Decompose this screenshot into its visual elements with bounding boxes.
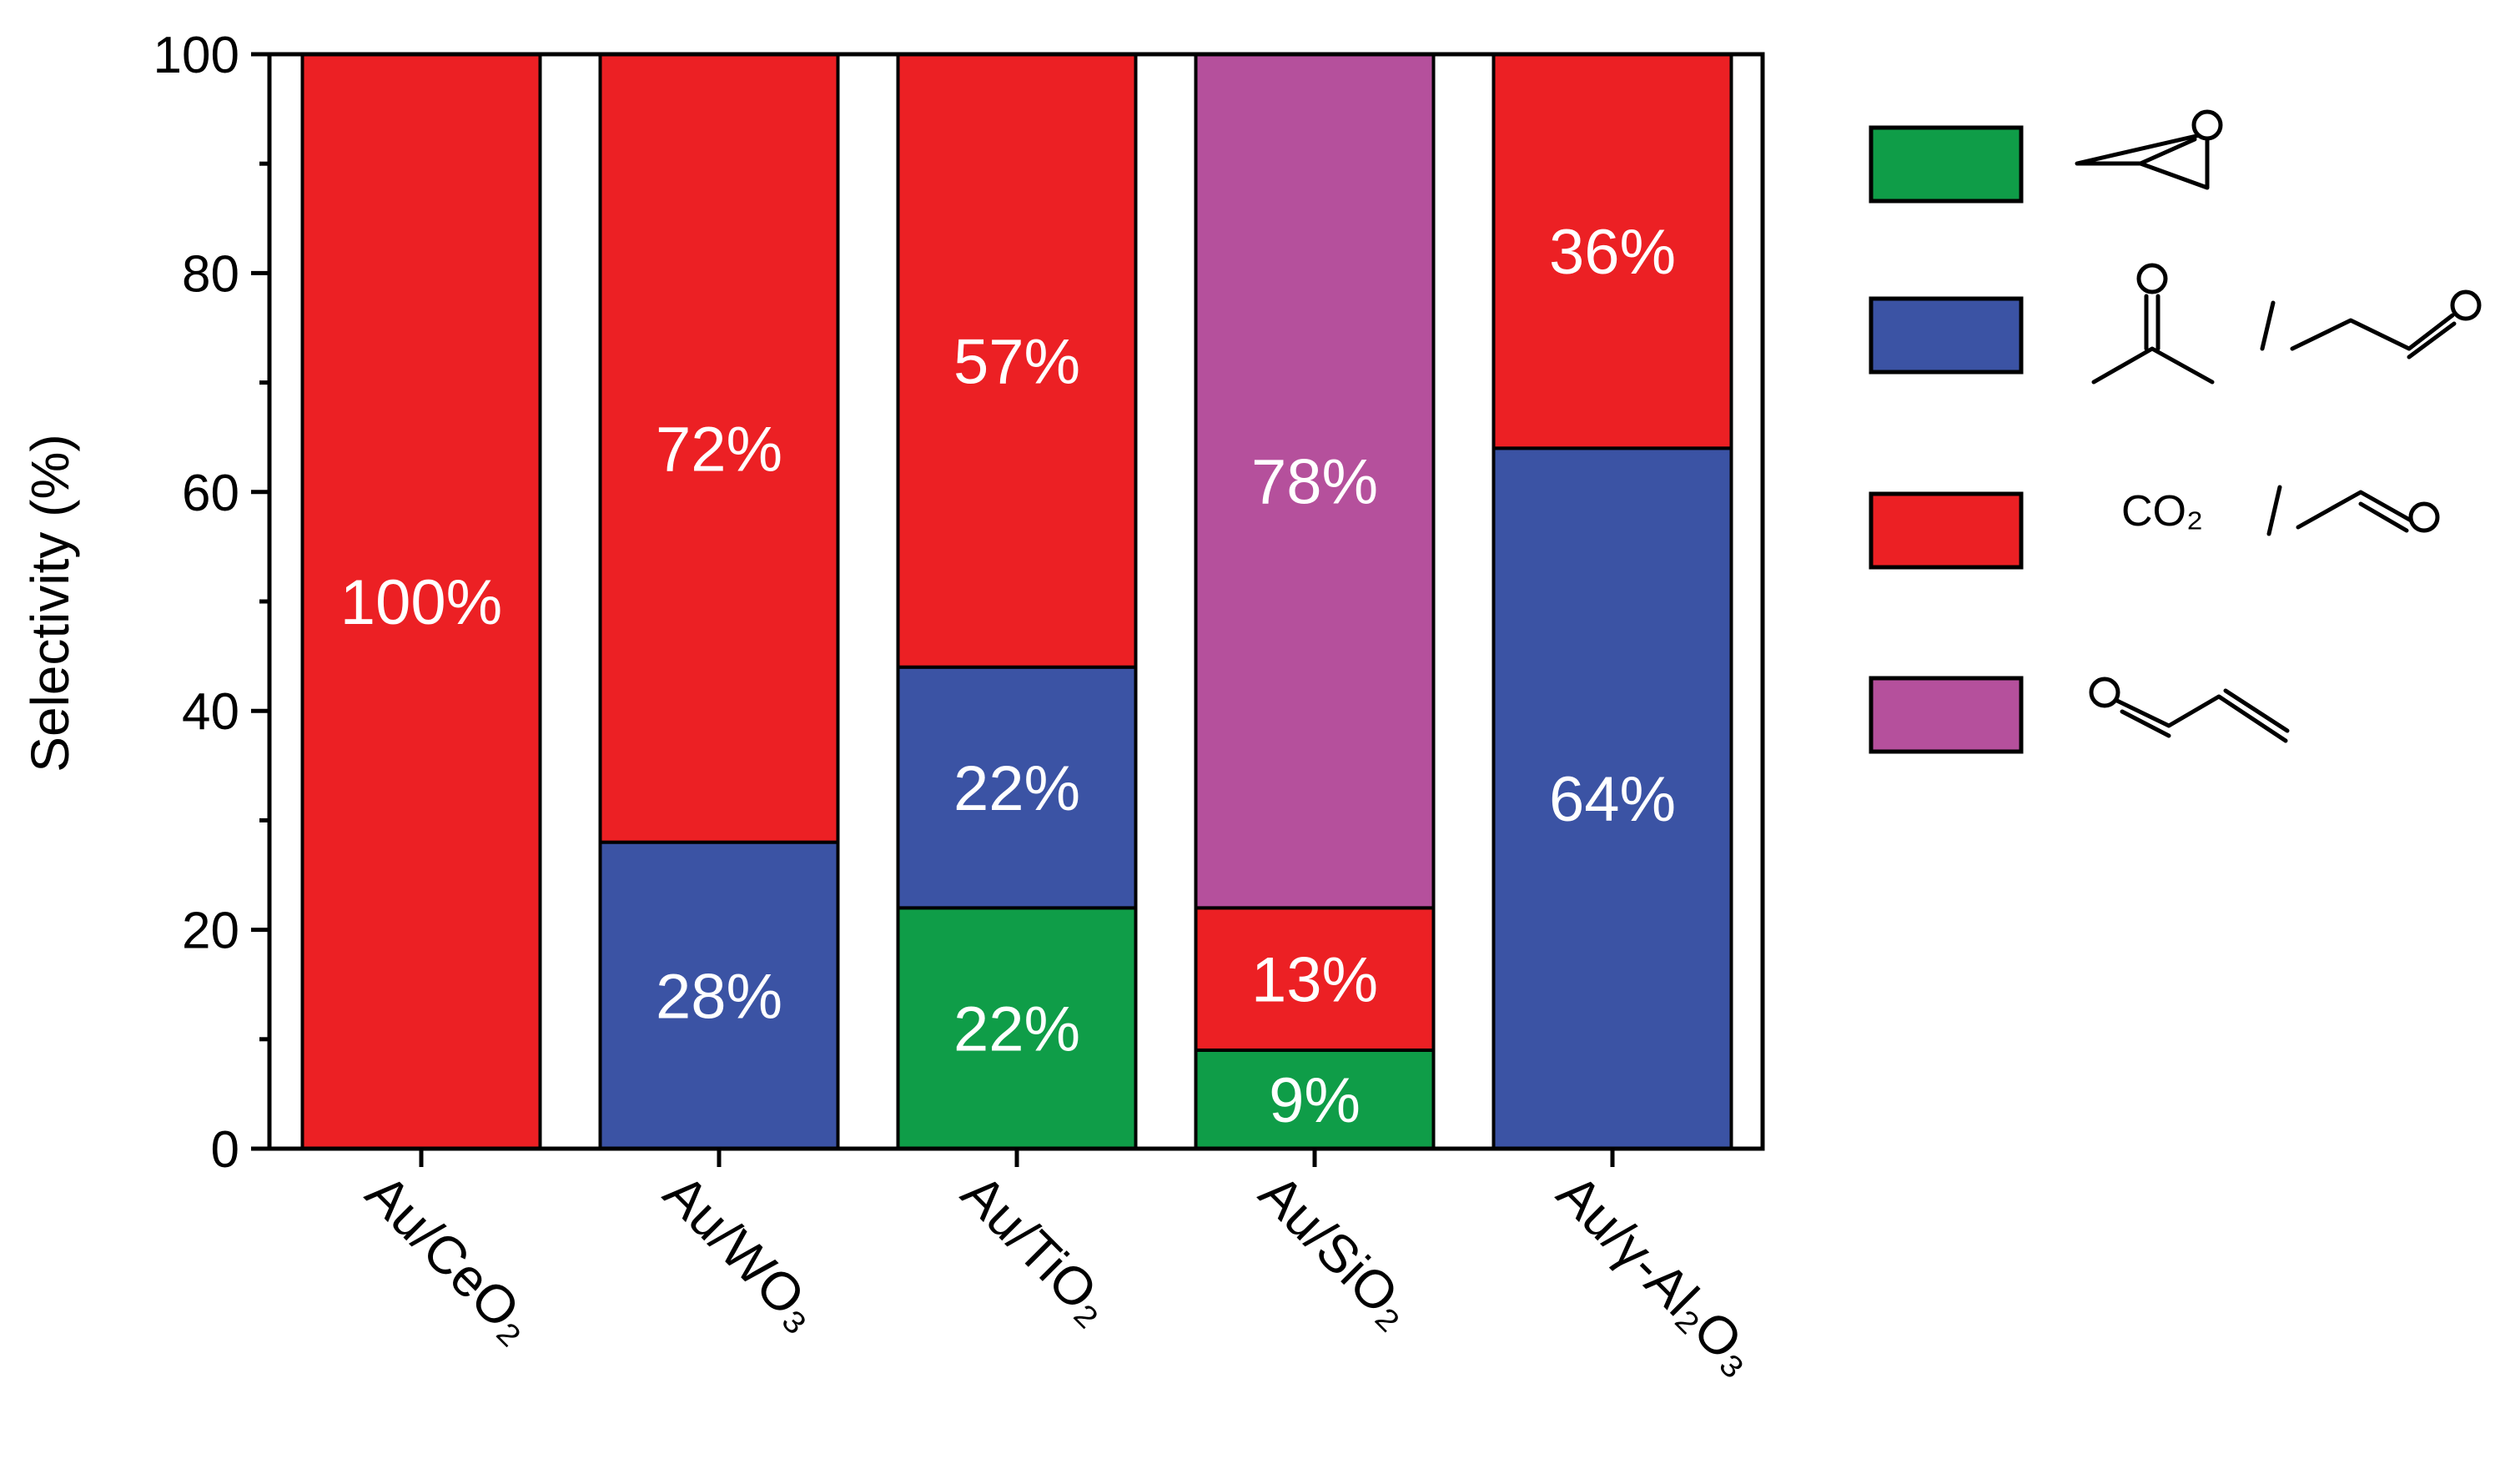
bar-value-label: 28% xyxy=(656,961,782,1032)
y-tick-label: 100 xyxy=(153,27,239,84)
bar-value-label: 36% xyxy=(1549,217,1676,288)
legend-co2-text: CO₂ xyxy=(2121,487,2203,536)
bar-segment-ketone_aldehyde-2 xyxy=(896,665,1138,910)
x-axis-ticks: Au/CeO₂ Au/WO₃ Au/TiO₂ Au/SiO₂ Au/γ-Al₂O₃ xyxy=(355,1149,1769,1386)
legend-swatch-ketone-aldehyde xyxy=(1869,296,2024,375)
propanal-structure-icon xyxy=(2290,289,2482,360)
y-tick-label: 20 xyxy=(182,903,239,960)
acetaldehyde-structure-icon xyxy=(2296,490,2440,533)
bar-value-label: 64% xyxy=(1549,764,1676,835)
bar-value-label: 72% xyxy=(656,414,782,485)
y-axis-label: Selectivity (%) xyxy=(20,434,80,772)
x-category-label: Au/WO₃ xyxy=(652,1163,832,1342)
bar-value-label: 78% xyxy=(1251,447,1378,518)
bar-segment-acrolein-3 xyxy=(1194,53,1436,910)
y-tick-label: 0 xyxy=(211,1121,239,1179)
legend-separator-2 xyxy=(2266,485,2282,536)
x-category-label: Au/TiO₂ xyxy=(950,1163,1124,1336)
bar-value-label: 13% xyxy=(1251,945,1378,1016)
bar-value-label: 22% xyxy=(953,994,1080,1065)
bar-segment-ketone_aldehyde-4 xyxy=(1491,446,1733,1150)
y-axis-ticks: 0 20 40 60 80 100 xyxy=(153,27,269,1179)
y-tick-label: 80 xyxy=(182,245,239,303)
propylene-oxide-structure-icon xyxy=(2075,109,2223,190)
acrolein-structure-icon xyxy=(2089,677,2290,743)
y-tick-label: 60 xyxy=(182,465,239,522)
bar-segment-co2_acetaldehyde-3 xyxy=(1194,906,1436,1052)
bar-segment-co2_acetaldehyde-0 xyxy=(300,53,542,1150)
legend-swatch-co2-acetaldehyde xyxy=(1869,491,2024,570)
bar-segment-epoxide-2 xyxy=(896,906,1138,1150)
legend-swatch-epoxide xyxy=(1869,125,2024,204)
x-category-label: Au/SiO₂ xyxy=(1248,1163,1425,1340)
x-category-label: Au/CeO₂ xyxy=(355,1163,546,1354)
legend-swatch-acrolein xyxy=(1869,676,2024,754)
x-category-label: Au/γ-Al₂O₃ xyxy=(1546,1163,1769,1386)
y-tick-label: 40 xyxy=(182,683,239,741)
bar-segment-co2_acetaldehyde-4 xyxy=(1491,53,1733,450)
bars-group xyxy=(300,53,1733,1151)
bar-segment-co2_acetaldehyde-2 xyxy=(896,53,1138,669)
bar-segment-ketone_aldehyde-1 xyxy=(598,840,840,1150)
legend: CO₂ xyxy=(1869,109,2482,754)
acetone-structure-icon xyxy=(2091,263,2215,385)
bar-value-label: 57% xyxy=(953,326,1080,397)
bar-value-label: 9% xyxy=(1269,1065,1361,1136)
bar-labels-group: 100% 28% 72% 22% 22% 57% 9% 13% 78% 64% 36% xyxy=(340,217,1676,1136)
legend-separator-1 xyxy=(2260,300,2276,351)
bar-value-label: 100% xyxy=(340,567,502,638)
bar-value-label: 22% xyxy=(953,753,1080,824)
